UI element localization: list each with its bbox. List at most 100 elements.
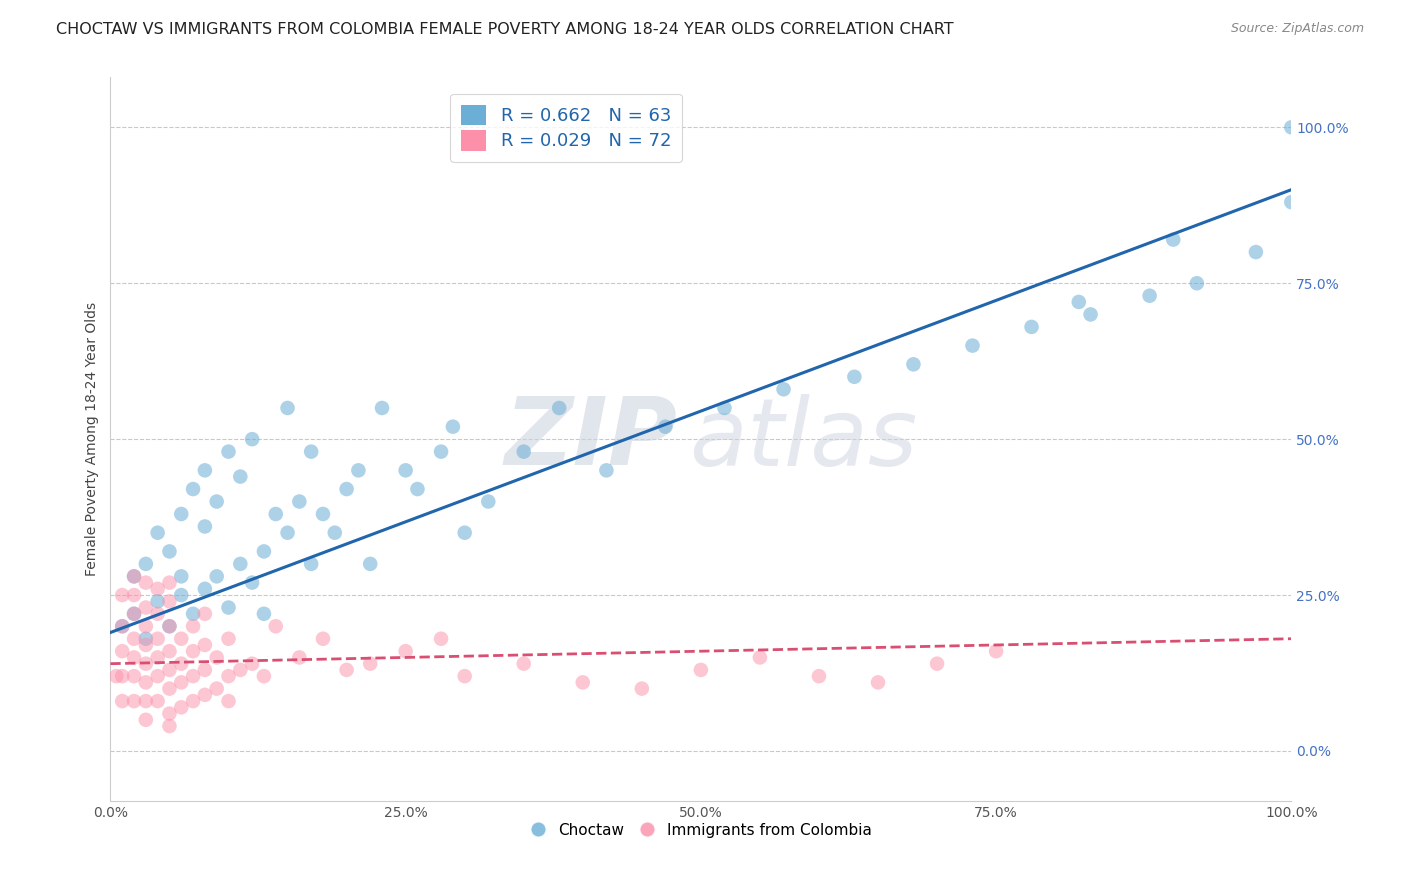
Point bbox=[111, 669, 134, 683]
Point bbox=[170, 632, 193, 646]
Point bbox=[122, 607, 145, 621]
Point bbox=[159, 544, 181, 558]
Point bbox=[146, 632, 169, 646]
Point bbox=[430, 444, 453, 458]
Point bbox=[122, 569, 145, 583]
Point bbox=[159, 575, 181, 590]
Point bbox=[122, 588, 145, 602]
Point bbox=[903, 357, 925, 371]
Point bbox=[406, 482, 429, 496]
Point bbox=[253, 669, 276, 683]
Point bbox=[654, 419, 676, 434]
Point bbox=[135, 657, 157, 671]
Point bbox=[159, 619, 181, 633]
Point bbox=[181, 669, 204, 683]
Point bbox=[159, 719, 181, 733]
Point bbox=[548, 401, 571, 415]
Point bbox=[441, 419, 464, 434]
Point bbox=[595, 463, 617, 477]
Point bbox=[1161, 233, 1184, 247]
Point bbox=[146, 582, 169, 596]
Point bbox=[1021, 319, 1043, 334]
Point bbox=[1279, 120, 1302, 135]
Point bbox=[111, 588, 134, 602]
Point bbox=[135, 675, 157, 690]
Point bbox=[240, 657, 263, 671]
Point bbox=[844, 369, 866, 384]
Point bbox=[512, 657, 534, 671]
Point bbox=[430, 632, 453, 646]
Point bbox=[135, 632, 157, 646]
Point bbox=[477, 494, 499, 508]
Point bbox=[218, 632, 240, 646]
Point bbox=[205, 650, 228, 665]
Point bbox=[395, 463, 418, 477]
Point bbox=[1139, 289, 1161, 303]
Point bbox=[122, 632, 145, 646]
Point bbox=[205, 681, 228, 696]
Point bbox=[122, 607, 145, 621]
Point bbox=[748, 650, 770, 665]
Point bbox=[277, 525, 299, 540]
Point bbox=[122, 694, 145, 708]
Point bbox=[359, 657, 381, 671]
Point bbox=[277, 401, 299, 415]
Point bbox=[218, 600, 240, 615]
Point bbox=[194, 638, 217, 652]
Point bbox=[866, 675, 889, 690]
Point bbox=[323, 525, 346, 540]
Point bbox=[371, 401, 394, 415]
Point bbox=[159, 644, 181, 658]
Legend: Choctaw, Immigrants from Colombia: Choctaw, Immigrants from Colombia bbox=[524, 817, 877, 844]
Point bbox=[146, 594, 169, 608]
Point bbox=[181, 482, 204, 496]
Point bbox=[159, 681, 181, 696]
Point bbox=[253, 544, 276, 558]
Point bbox=[135, 638, 157, 652]
Point bbox=[1279, 195, 1302, 210]
Point bbox=[111, 619, 134, 633]
Point bbox=[194, 663, 217, 677]
Point bbox=[218, 444, 240, 458]
Point bbox=[264, 507, 287, 521]
Point bbox=[159, 706, 181, 721]
Point bbox=[159, 594, 181, 608]
Point bbox=[122, 569, 145, 583]
Text: ZIP: ZIP bbox=[505, 393, 678, 485]
Point bbox=[146, 525, 169, 540]
Y-axis label: Female Poverty Among 18-24 Year Olds: Female Poverty Among 18-24 Year Olds bbox=[86, 302, 100, 576]
Point bbox=[312, 632, 335, 646]
Point bbox=[111, 644, 134, 658]
Point bbox=[454, 525, 477, 540]
Point bbox=[454, 669, 477, 683]
Point bbox=[336, 663, 359, 677]
Point bbox=[571, 675, 593, 690]
Point bbox=[170, 507, 193, 521]
Point bbox=[181, 607, 204, 621]
Point bbox=[288, 494, 311, 508]
Point bbox=[135, 600, 157, 615]
Point bbox=[205, 569, 228, 583]
Point bbox=[925, 657, 948, 671]
Point bbox=[1185, 277, 1208, 291]
Point bbox=[962, 338, 984, 352]
Point bbox=[984, 644, 1007, 658]
Point bbox=[135, 713, 157, 727]
Point bbox=[122, 650, 145, 665]
Point bbox=[229, 663, 252, 677]
Point bbox=[159, 663, 181, 677]
Point bbox=[253, 607, 276, 621]
Point bbox=[159, 619, 181, 633]
Point bbox=[135, 619, 157, 633]
Point bbox=[181, 644, 204, 658]
Point bbox=[170, 657, 193, 671]
Text: CHOCTAW VS IMMIGRANTS FROM COLOMBIA FEMALE POVERTY AMONG 18-24 YEAR OLDS CORRELA: CHOCTAW VS IMMIGRANTS FROM COLOMBIA FEMA… bbox=[56, 22, 953, 37]
Point bbox=[689, 663, 711, 677]
Point bbox=[288, 650, 311, 665]
Point bbox=[111, 694, 134, 708]
Point bbox=[135, 557, 157, 571]
Point bbox=[194, 688, 217, 702]
Point bbox=[122, 669, 145, 683]
Point bbox=[713, 401, 735, 415]
Point bbox=[1244, 245, 1267, 260]
